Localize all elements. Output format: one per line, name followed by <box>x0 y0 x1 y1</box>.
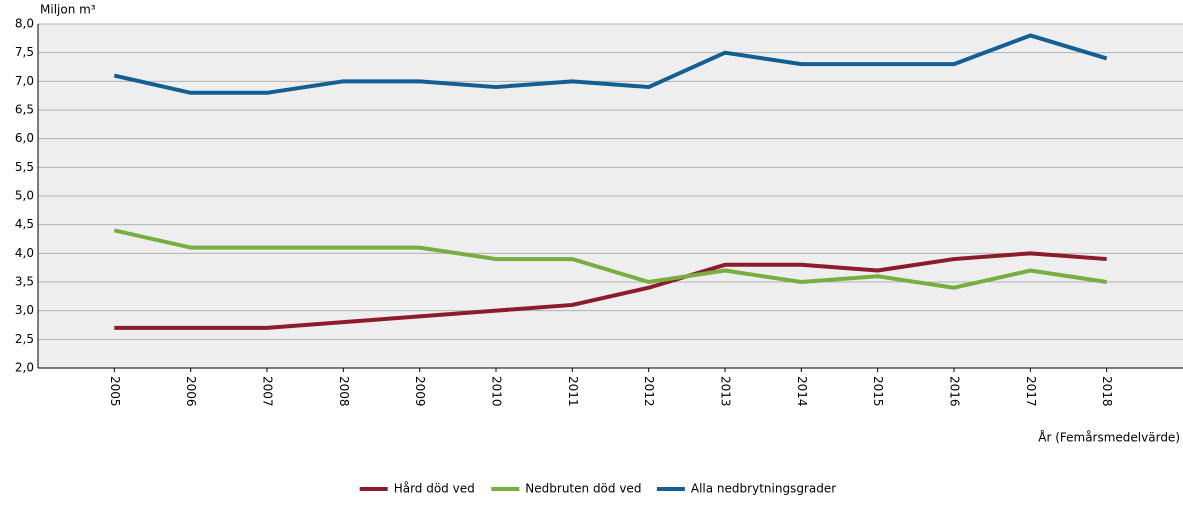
x-tick-label: 2013 <box>719 376 733 407</box>
x-axis-label: År (Femårsmedelvärde) <box>1038 430 1180 445</box>
x-tick-label: 2008 <box>337 376 351 407</box>
x-tick-label: 2009 <box>413 376 427 407</box>
x-tick-label: 2017 <box>1024 376 1038 407</box>
legend-label: Alla nedbrytningsgrader <box>691 482 836 496</box>
x-tick-label: 2011 <box>566 376 580 407</box>
y-tick-label: 7,0 <box>15 74 34 88</box>
x-tick-label: 2006 <box>184 376 198 407</box>
y-tick-label: 5,5 <box>15 160 34 174</box>
x-tick-label: 2018 <box>1100 376 1114 407</box>
x-tick-label: 2015 <box>871 376 885 407</box>
legend-label: Hård död ved <box>394 482 475 496</box>
legend-label: Nedbruten död ved <box>525 482 641 496</box>
y-tick-label: 8,0 <box>15 17 34 31</box>
x-tick-label: 2010 <box>490 376 504 407</box>
x-tick-label: 2016 <box>948 376 962 407</box>
y-axis-label: Miljon m³ <box>40 3 96 17</box>
y-tick-label: 4,0 <box>15 246 34 260</box>
y-tick-label: 6,5 <box>15 103 34 117</box>
y-tick-label: 2,0 <box>15 361 34 375</box>
y-tick-label: 6,0 <box>15 131 34 145</box>
line-series <box>114 251 1107 330</box>
y-tick-label: 5,0 <box>15 189 34 203</box>
x-tick-label: 2012 <box>642 376 656 407</box>
y-tick-label: 3,0 <box>15 303 34 317</box>
y-tick-label: 3,5 <box>15 275 34 289</box>
x-tick-label: 2014 <box>795 376 809 407</box>
line-series <box>113 228 1107 290</box>
y-tick-label: 2,5 <box>15 332 34 346</box>
x-tick-label: 2005 <box>108 376 122 407</box>
y-tick-label: 4,5 <box>15 217 34 231</box>
x-tick-label: 2007 <box>261 376 275 407</box>
y-tick-label: 7,5 <box>15 45 34 59</box>
line-series <box>113 33 1108 95</box>
